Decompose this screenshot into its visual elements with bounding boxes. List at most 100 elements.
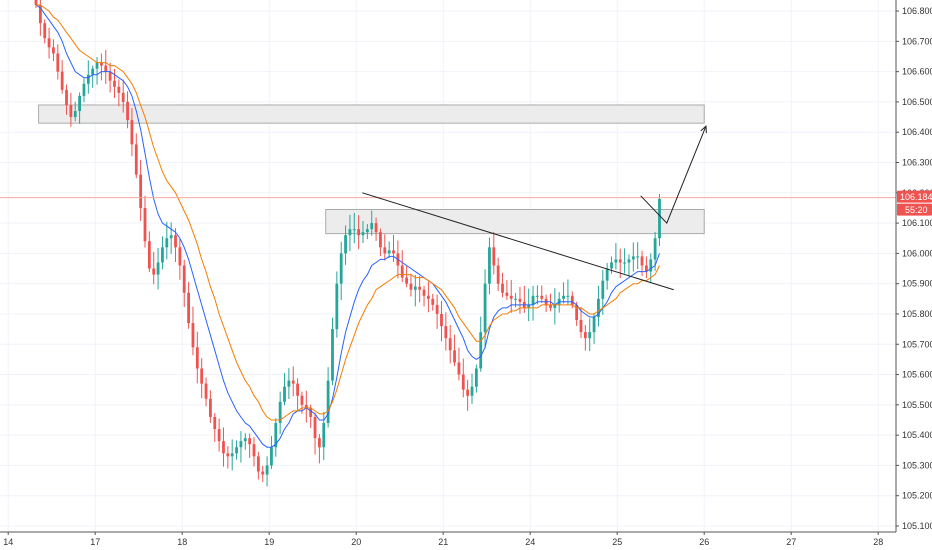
ema-fast-line: [35, 4, 660, 448]
candle: [222, 427, 225, 467]
candle: [95, 57, 99, 85]
last-price-tag: [897, 190, 932, 203]
candle: [278, 391, 282, 435]
candle: [392, 234, 395, 262]
candle: [165, 221, 169, 260]
candle-body: [514, 298, 517, 300]
zones[interactable]: [38, 104, 705, 235]
projection-arrowhead: [700, 125, 707, 134]
candle: [169, 222, 173, 254]
candle: [418, 276, 422, 303]
candle-body: [453, 350, 456, 363]
candle-body: [178, 247, 182, 266]
candle: [113, 68, 116, 98]
candle-body: [653, 238, 657, 260]
candle: [226, 446, 230, 469]
candle: [230, 439, 234, 471]
candle: [73, 101, 77, 122]
candle-body: [56, 53, 60, 72]
time-axis-tick-label: 14: [3, 537, 13, 547]
candle: [488, 237, 491, 295]
candle-body: [134, 144, 138, 175]
candles: [34, 0, 661, 487]
price-axis-tick-label: 105.700: [902, 339, 932, 349]
candle-body: [505, 292, 509, 296]
candle: [174, 228, 177, 262]
candle: [631, 242, 635, 272]
price-axis-tick-label: 105.900: [902, 279, 932, 289]
price-axis-tick-label: 106.300: [902, 158, 932, 168]
candle: [235, 440, 238, 460]
candle: [588, 318, 592, 352]
candle: [470, 373, 474, 404]
price-axis-tick-label: 106.500: [902, 97, 932, 107]
candle-body: [139, 174, 143, 208]
candle-body: [152, 268, 156, 275]
candle-body: [209, 398, 212, 417]
candle: [579, 307, 583, 338]
candle-body: [252, 444, 256, 457]
candle-body: [265, 465, 269, 475]
candle-body: [161, 247, 164, 263]
candle: [492, 232, 496, 275]
candle: [409, 273, 413, 297]
candle-body: [409, 283, 413, 290]
candle: [365, 224, 369, 240]
candle-body: [43, 23, 47, 39]
candle: [400, 250, 404, 283]
candle: [126, 91, 129, 129]
candle-body: [592, 316, 596, 333]
candle-body: [331, 329, 334, 381]
candle: [69, 92, 73, 127]
candle: [304, 390, 308, 423]
candle: [461, 358, 465, 398]
candle: [357, 215, 361, 250]
candle-body: [104, 65, 108, 72]
candle: [518, 287, 522, 314]
candle: [627, 254, 631, 277]
candle-body: [527, 304, 531, 308]
candle-body: [479, 332, 483, 369]
candle: [583, 324, 587, 351]
time-axis-tick-label: 26: [699, 537, 709, 547]
candle: [435, 294, 439, 329]
price-axis-tick-label: 105.300: [902, 460, 932, 470]
time-axis-tick-label: 20: [351, 537, 361, 547]
time-axis-tick-label: 24: [525, 537, 535, 547]
candle: [274, 418, 278, 457]
candle: [553, 288, 557, 325]
candle-body: [488, 247, 491, 284]
candle-body: [562, 295, 565, 299]
candle-body: [156, 262, 160, 275]
countdown-tag: [897, 203, 932, 216]
candle: [313, 412, 317, 455]
candle: [605, 262, 609, 290]
candle: [300, 391, 304, 414]
candle: [147, 231, 151, 273]
candle: [156, 248, 160, 290]
candle: [34, 0, 38, 9]
candle: [139, 159, 143, 221]
drawings[interactable]: [362, 125, 707, 291]
candle-body: [82, 83, 86, 96]
candle-body: [69, 104, 73, 118]
candle: [658, 194, 661, 247]
candle: [182, 259, 186, 307]
candle-body: [444, 326, 448, 339]
candle: [291, 366, 295, 397]
candle: [213, 413, 217, 442]
candle-body: [618, 259, 622, 263]
candle-body: [649, 259, 653, 272]
candle-body: [374, 223, 378, 233]
candle-body: [239, 441, 243, 448]
candle: [117, 79, 121, 107]
time-axis[interactable]: 14 17 18 19 20 21 24 25 26 27 28: [3, 532, 883, 547]
last-price-label: 106.184: [900, 192, 932, 202]
candle-body: [248, 438, 252, 445]
candle-body: [100, 62, 103, 66]
candle-body: [392, 250, 395, 254]
candle: [209, 390, 212, 424]
price-axis-tick-label: 106.800: [902, 6, 932, 16]
candle: [65, 84, 68, 115]
